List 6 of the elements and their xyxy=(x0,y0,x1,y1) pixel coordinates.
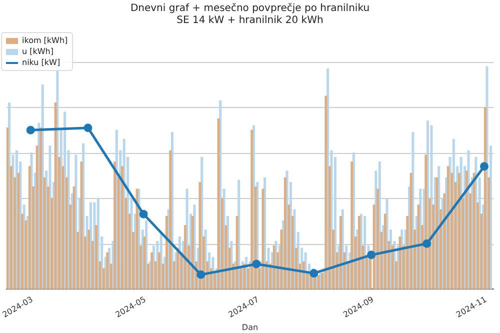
legend-label: niku [kW] xyxy=(22,57,60,68)
chart-title: Dnevni graf + mesečno povprečje po hranilniku xyxy=(129,3,371,15)
x-axis-title: Dan xyxy=(240,323,260,332)
legend-label: u [kWh] xyxy=(22,46,54,57)
legend-label: ikom [kWh] xyxy=(22,35,68,46)
chart-subtitle: SE 14 kW + hranilnik 20 kWh xyxy=(176,15,324,27)
